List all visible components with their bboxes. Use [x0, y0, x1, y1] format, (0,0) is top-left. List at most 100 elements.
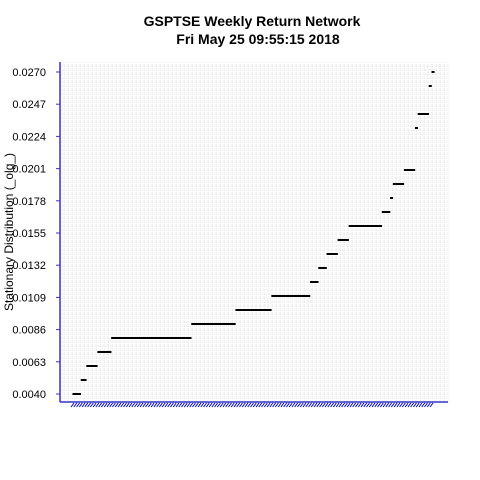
x-category-label: [81, 402, 86, 408]
data-point: [279, 295, 283, 297]
data-point: [207, 323, 211, 325]
data-point: [403, 169, 407, 171]
x-category-label: [236, 402, 241, 408]
y-tick-label: 0.0109: [12, 292, 46, 304]
data-point: [94, 365, 98, 367]
data-point: [268, 309, 272, 311]
data-point: [163, 337, 167, 339]
x-category-label: [299, 402, 304, 408]
x-category-label: [136, 402, 141, 408]
x-category-label: [377, 402, 381, 408]
x-category-label: [178, 402, 183, 408]
x-category-label: [167, 402, 172, 408]
y-tick-label: 0.0178: [12, 196, 46, 208]
x-category-label: [266, 402, 271, 408]
data-points: [72, 71, 435, 395]
data-point: [373, 225, 377, 227]
x-category-label: [357, 402, 362, 408]
data-point: [351, 225, 355, 227]
data-point: [91, 365, 95, 367]
x-category-label: [379, 402, 384, 408]
x-category-label: [288, 402, 293, 408]
x-category-label: [103, 402, 108, 408]
x-category-label: [161, 402, 166, 408]
data-point: [111, 337, 115, 339]
data-point: [235, 309, 239, 311]
data-point: [387, 211, 391, 213]
x-category-label: [330, 402, 334, 408]
x-category-label: [258, 402, 263, 408]
x-category-label: [261, 402, 265, 408]
data-point: [238, 309, 242, 311]
x-category-label: [233, 402, 238, 408]
data-point: [144, 337, 148, 339]
data-point: [370, 225, 374, 227]
data-point: [221, 323, 225, 325]
x-category-label: [228, 402, 232, 408]
x-category-label: [385, 402, 390, 408]
axes: [56, 62, 448, 403]
data-point: [412, 169, 416, 171]
x-category-label: [346, 402, 351, 408]
x-category-label: [332, 402, 337, 408]
x-category-label: [230, 402, 235, 408]
x-category-label: [297, 402, 301, 408]
data-point: [141, 337, 145, 339]
data-point: [274, 295, 278, 297]
data-point: [169, 337, 173, 339]
data-point: [130, 337, 134, 339]
x-category-label: [341, 402, 346, 408]
data-point: [379, 225, 383, 227]
x-category-label: [426, 402, 431, 408]
chart-subtitle: Fri May 25 09:55:15 2018: [176, 31, 340, 47]
data-point: [152, 337, 156, 339]
data-point: [304, 295, 308, 297]
grid: [60, 62, 449, 403]
data-point: [260, 309, 264, 311]
x-category-label: [421, 402, 426, 408]
data-point: [205, 323, 209, 325]
x-category-label: [349, 402, 354, 408]
x-category-label: [283, 402, 288, 408]
x-category-label: [335, 402, 340, 408]
data-point: [398, 183, 402, 185]
data-point: [420, 113, 424, 115]
x-category-label: [114, 402, 119, 408]
x-category-label: [291, 402, 296, 408]
y-tick-label: 0.0132: [12, 260, 46, 272]
x-category-label: [208, 402, 213, 408]
data-point: [105, 351, 109, 353]
x-category-label: [407, 402, 412, 408]
x-category-label: [117, 402, 122, 408]
y-tick-label: 0.0270: [12, 67, 46, 79]
x-category-label: [92, 402, 97, 408]
y-tick-label: 0.0155: [12, 228, 46, 240]
data-point: [392, 183, 396, 185]
x-category-label: [263, 402, 268, 408]
x-category-label: [183, 402, 188, 408]
x-category-label: [424, 402, 428, 408]
data-point: [337, 239, 341, 241]
x-category-label: [153, 402, 158, 408]
x-category-label: [415, 402, 420, 408]
data-point: [293, 295, 297, 297]
data-point: [188, 337, 192, 339]
data-point: [116, 337, 120, 339]
x-category-label: [250, 402, 254, 408]
data-point: [78, 393, 82, 395]
x-category-label: [200, 402, 205, 408]
x-category-label: [360, 402, 365, 408]
data-point: [343, 239, 347, 241]
x-category-label: [216, 402, 221, 408]
x-category-label: [84, 402, 89, 408]
data-point: [243, 309, 247, 311]
x-category-label: [211, 402, 216, 408]
data-point: [428, 85, 432, 87]
x-category-label: [106, 402, 111, 408]
data-point: [97, 351, 101, 353]
data-point: [301, 295, 305, 297]
x-category-label: [388, 402, 392, 408]
data-point: [362, 225, 366, 227]
data-point: [323, 267, 327, 269]
